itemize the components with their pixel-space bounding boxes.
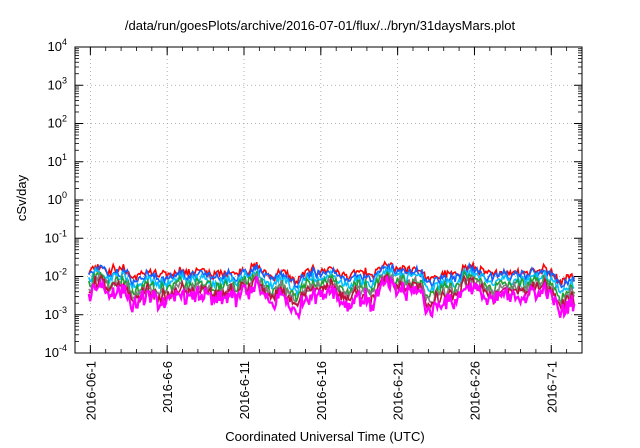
y-tick-label: 10-1 xyxy=(45,228,67,245)
y-tick-label: 101 xyxy=(48,152,67,169)
x-tick-label: 2016-6-11 xyxy=(237,361,252,419)
y-tick-label: 103 xyxy=(48,75,67,92)
y-tick-label: 104 xyxy=(48,37,67,54)
x-tick-label: 2016-6-6 xyxy=(160,361,175,413)
x-tick-label: 2016-6-21 xyxy=(391,361,406,420)
y-tick-label: 100 xyxy=(48,190,67,207)
chart-title: /data/run/goesPlots/archive/2016-07-01/f… xyxy=(124,18,516,33)
y-tick-label: 102 xyxy=(48,114,67,131)
y-tick-label: 10-2 xyxy=(45,267,67,284)
data-series-line xyxy=(87,275,576,321)
x-tick-label: 2016-06-1 xyxy=(83,361,98,420)
data-series-line xyxy=(88,260,576,287)
y-axis-label: cSv/day xyxy=(14,174,29,222)
x-tick-label: 2016-6-26 xyxy=(467,361,482,420)
x-tick-label: 2016-7-1 xyxy=(544,361,559,413)
x-tick-label: 2016-6-16 xyxy=(314,361,329,420)
y-tick-label: 10-4 xyxy=(45,343,67,360)
y-tick-label: 10-3 xyxy=(45,305,67,322)
x-axis-label: Coordinated Universal Time (UTC) xyxy=(225,429,425,444)
